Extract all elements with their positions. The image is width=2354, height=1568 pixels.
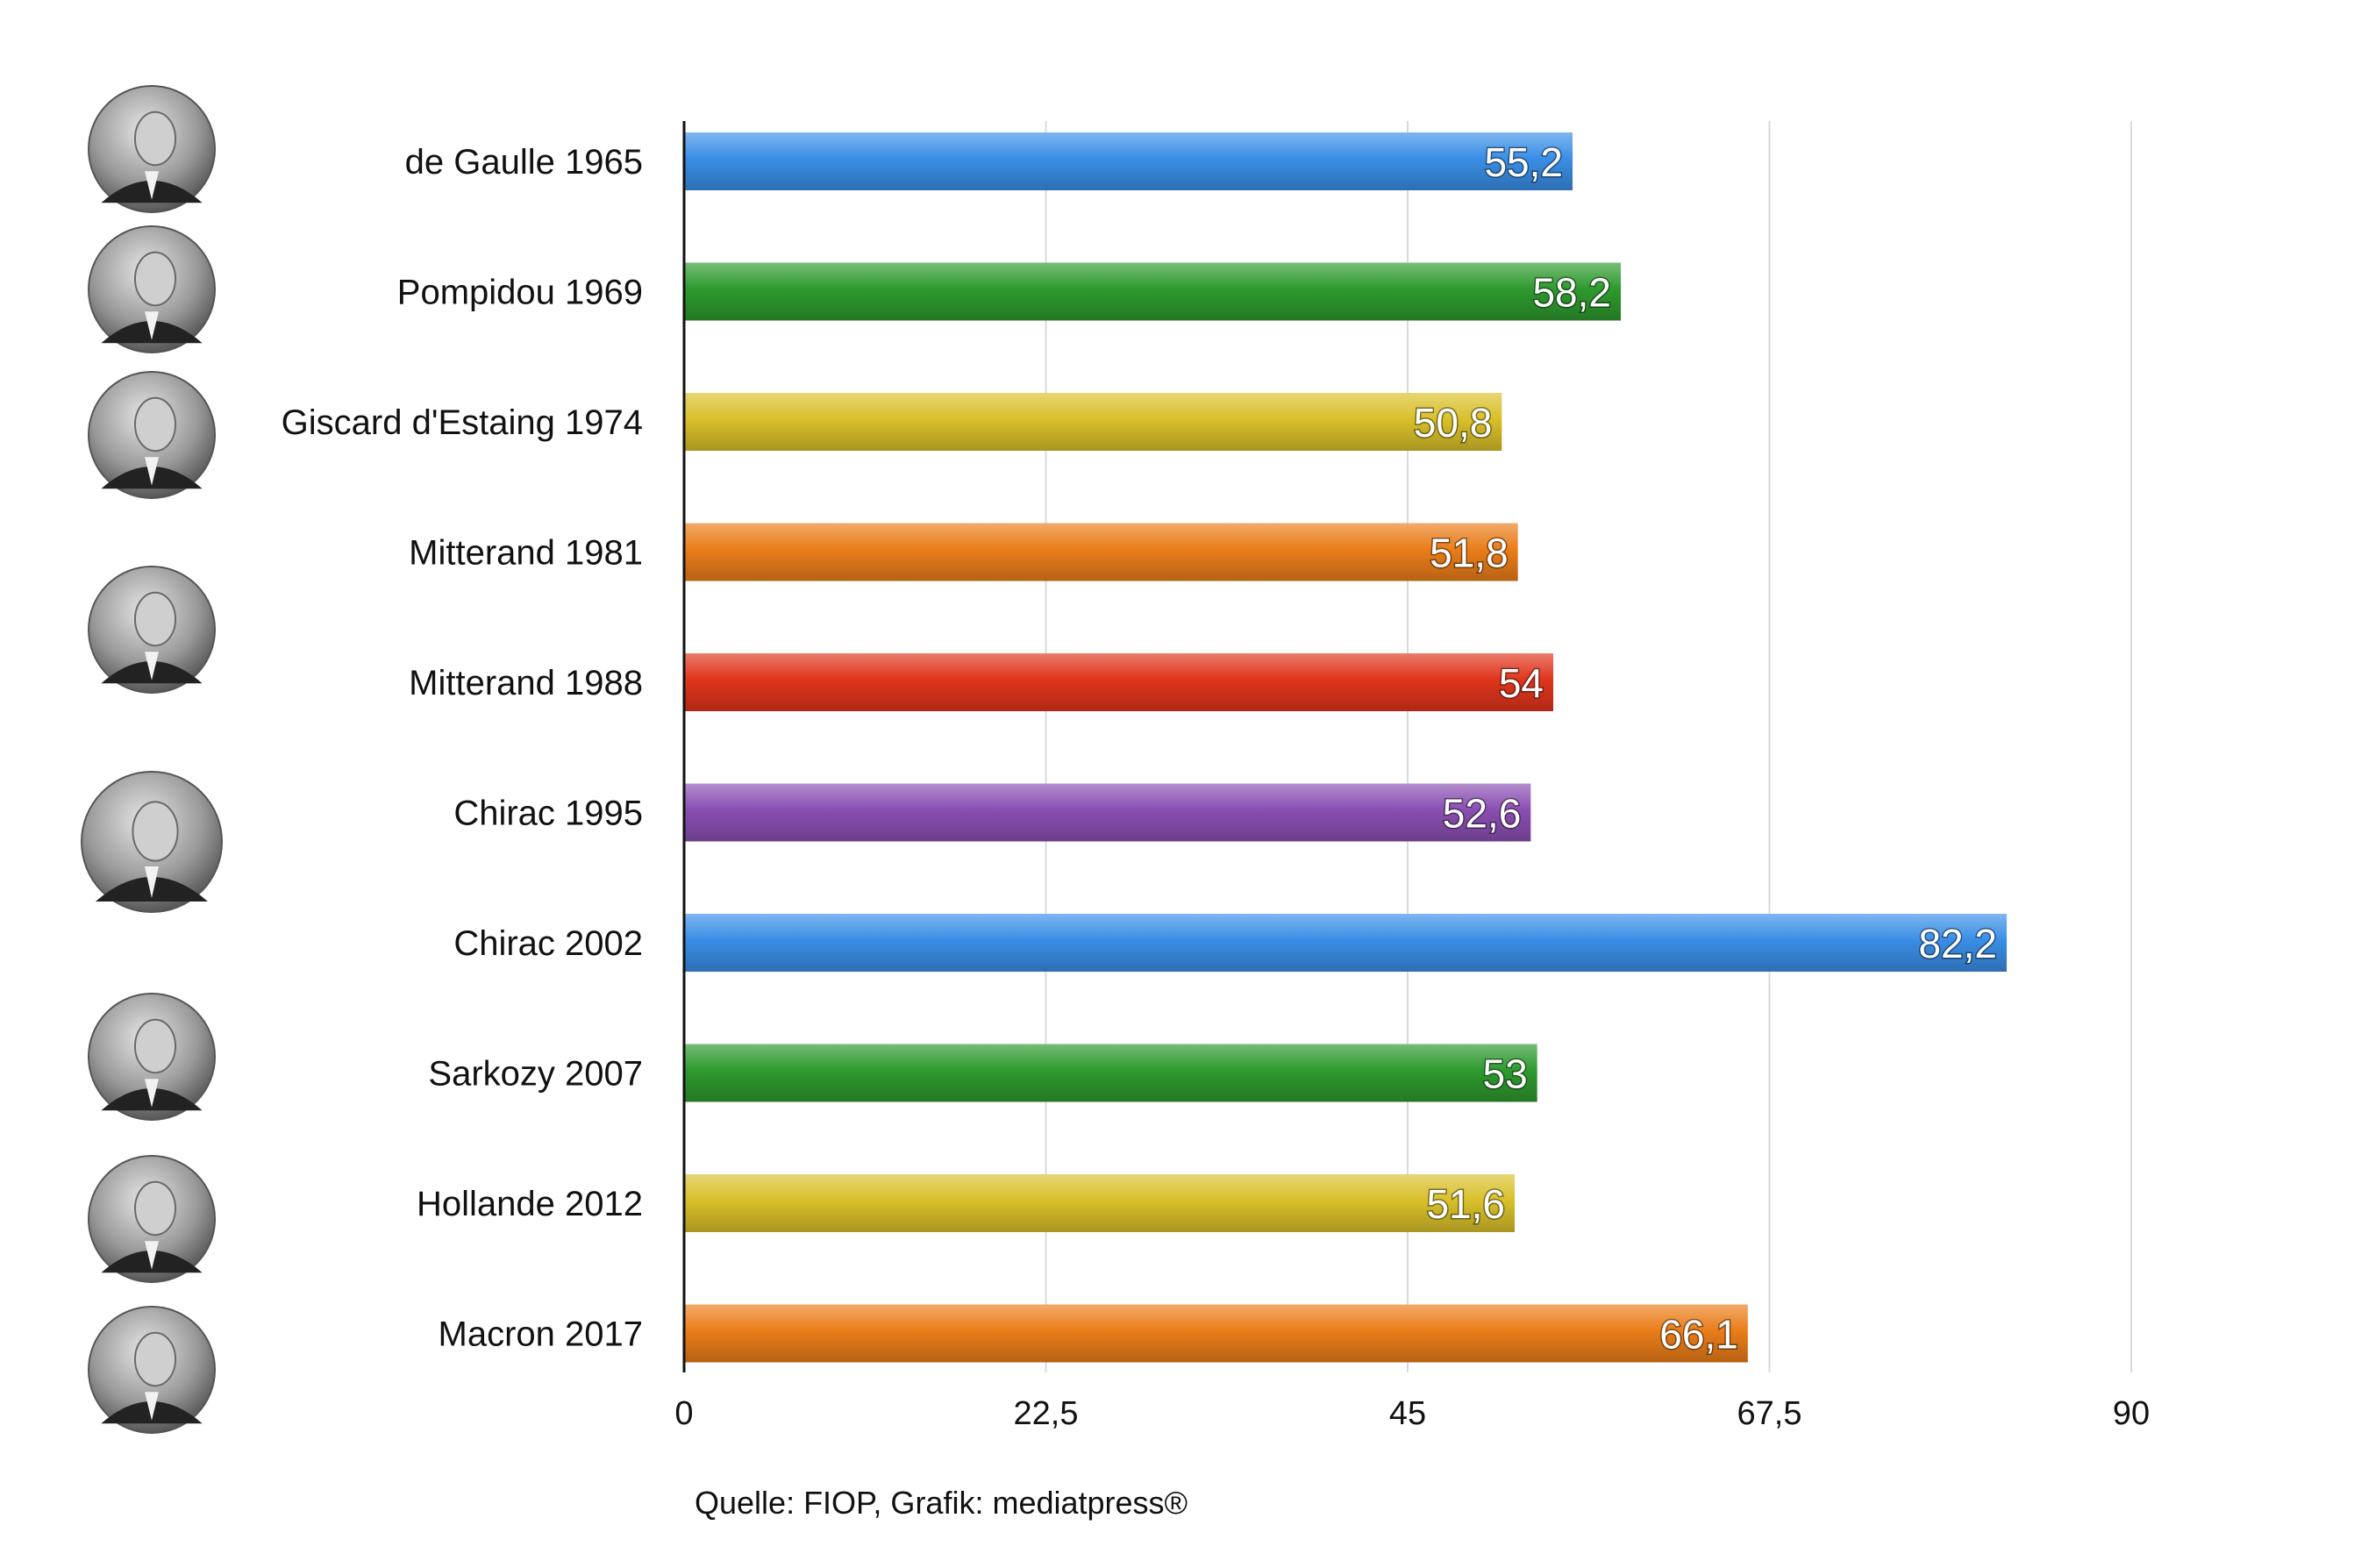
value-label: 82,2 (1918, 921, 1997, 966)
bar-3 (685, 523, 1518, 581)
category-label: Chirac 1995 (453, 795, 643, 833)
category-label: Hollande 2012 (417, 1185, 643, 1223)
category-label: de Gaulle 1965 (405, 143, 643, 182)
x-tick-labels: 0 22,5 45 67,5 90 (674, 1395, 2150, 1432)
category-labels: de Gaulle 1965 Pompidou 1969 Giscard d'Est… (282, 143, 643, 1354)
bar-7 (685, 1044, 1537, 1102)
value-label: 51,8 (1430, 531, 1509, 576)
category-label: Giscard d'Estaing 1974 (282, 403, 643, 442)
x-tick-label: 22,5 (1014, 1395, 1079, 1432)
portrait-photo (81, 771, 223, 913)
value-label: 66,1 (1659, 1312, 1738, 1358)
value-label: 58,2 (1532, 270, 1611, 316)
portrait-photo (88, 225, 216, 353)
bar-2 (685, 393, 1502, 451)
bar-0 (685, 132, 1573, 190)
value-label: 51,6 (1426, 1181, 1505, 1227)
portrait-photo (88, 993, 216, 1121)
portrait-photo (88, 1155, 216, 1283)
value-label: 52,6 (1443, 791, 1522, 837)
portrait-photo (88, 371, 216, 499)
portraits (81, 85, 223, 1434)
portrait-photo (88, 1306, 216, 1434)
bar-6 (685, 914, 2007, 972)
value-label: 50,8 (1414, 400, 1493, 445)
x-tick-label: 0 (674, 1395, 693, 1432)
gridlines (1045, 121, 2132, 1372)
portrait-photo (88, 566, 216, 694)
value-label: 54 (1499, 660, 1544, 706)
x-tick-label: 45 (1389, 1395, 1426, 1432)
bar-4 (685, 653, 1553, 711)
category-label: Mitterand 1988 (409, 664, 643, 702)
bars (685, 132, 2007, 1363)
portrait-photo (88, 85, 216, 213)
x-tick-label: 67,5 (1737, 1395, 1802, 1432)
category-label: Mitterand 1981 (409, 534, 643, 573)
value-labels: 55,2 58,2 50,8 51,8 54 52,6 82,2 53 51,6 66,1 (1412, 139, 1998, 1359)
bar-8 (685, 1174, 1515, 1232)
bar-5 (685, 783, 1531, 842)
source-note: Quelle: FIOP, Grafik: mediatpress® (695, 1485, 1188, 1521)
x-tick-label: 90 (2113, 1395, 2150, 1432)
category-label: Sarkozy 2007 (428, 1055, 643, 1094)
bar-1 (685, 262, 1621, 321)
category-label: Macron 2017 (439, 1315, 643, 1354)
value-label: 53 (1482, 1051, 1527, 1097)
value-label: 55,2 (1484, 139, 1563, 185)
category-label: Pompidou 1969 (397, 274, 643, 312)
category-label: Chirac 2002 (453, 924, 643, 963)
bar-9 (685, 1304, 1748, 1363)
